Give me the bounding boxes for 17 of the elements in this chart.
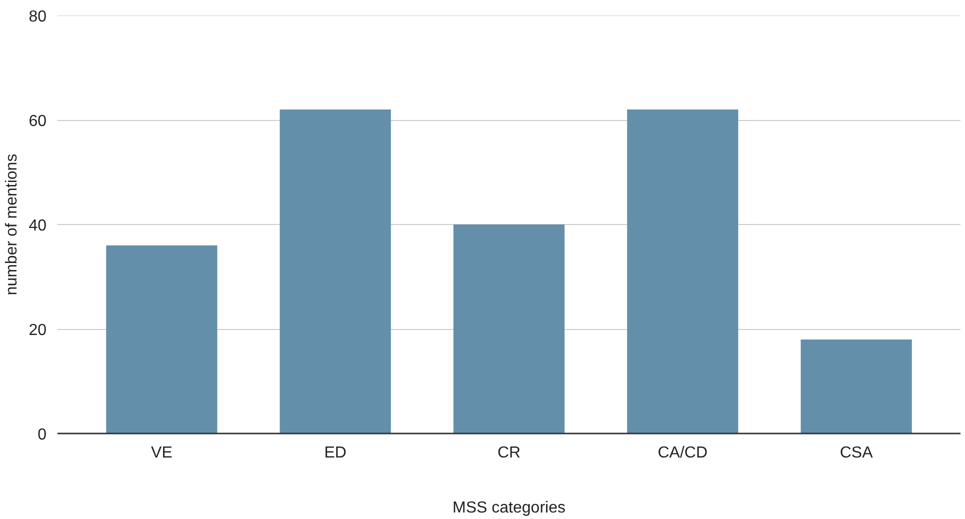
y-tick-label: 80	[28, 8, 47, 26]
y-tick-label: 0	[38, 426, 47, 444]
bar	[627, 110, 738, 434]
x-tick-label: VE	[151, 444, 172, 462]
bar	[453, 224, 565, 434]
x-axis-title: MSS categories	[452, 500, 566, 516]
bar	[800, 339, 912, 434]
y-tick-label: 60	[28, 113, 47, 130]
bar	[280, 110, 391, 434]
y-tick-label: 40	[28, 218, 47, 234]
x-tick-label: CSA	[840, 444, 874, 462]
y-axis-title: number of mentions	[4, 154, 21, 296]
bar	[106, 245, 218, 434]
x-tick-label: CA/CD	[658, 444, 708, 462]
x-tick-label: CR	[497, 444, 521, 462]
x-tick-label: ED	[324, 444, 346, 462]
y-tick-label: 20	[28, 322, 47, 339]
